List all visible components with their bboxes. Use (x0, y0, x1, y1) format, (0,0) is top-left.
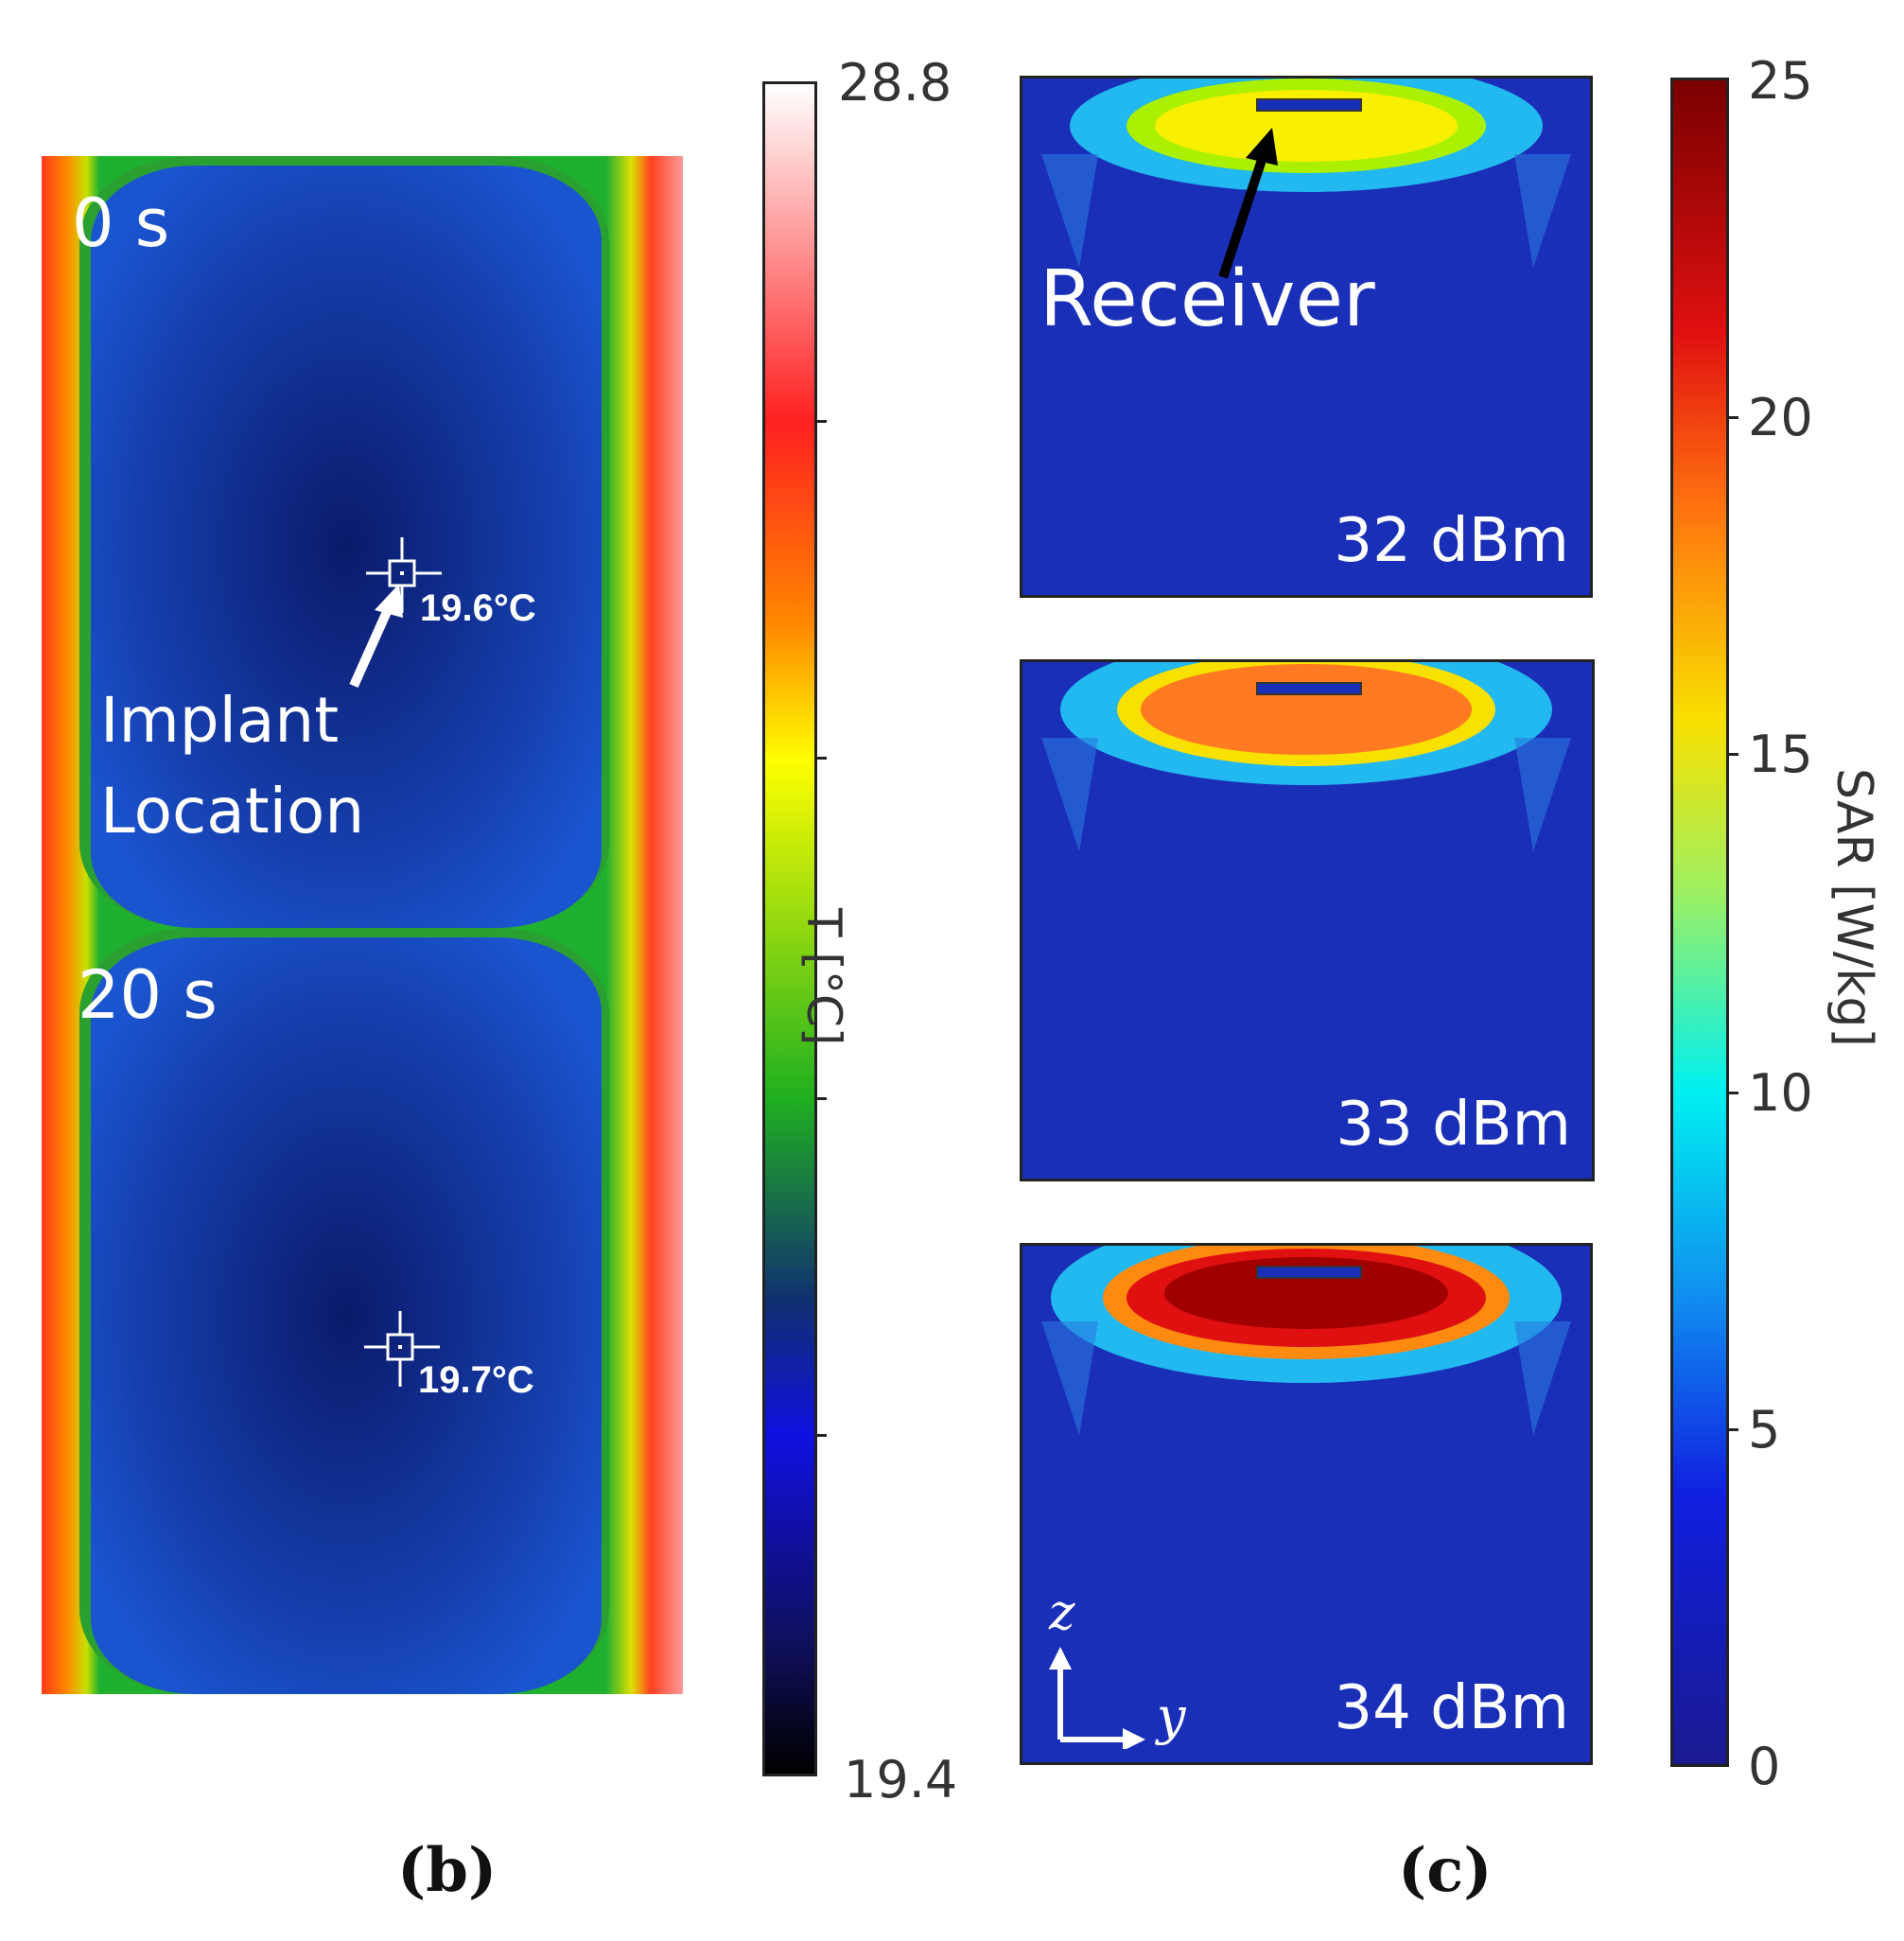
temperature-readout-20s: 19.7°C (418, 1359, 534, 1401)
colorbar-tick (1729, 416, 1738, 419)
panel-label-b: (b) (397, 1835, 498, 1906)
thermal-image-0s (42, 156, 683, 928)
sar-tick-5: 5 (1748, 1400, 1781, 1460)
sar-map-34dbm: z y 34 dBm (1020, 1243, 1593, 1765)
temperature-colorbar-label: T [°C] (796, 908, 851, 1046)
sar-colorbar (1670, 78, 1729, 1767)
sar-map-33dbm: 33 dBm (1020, 659, 1595, 1181)
temperature-max: 28.8 (838, 53, 952, 113)
thermal-frame-20s: 20 s 19.7°C (42, 928, 683, 1694)
crosshair-icon (364, 1311, 440, 1387)
colorbar-tick (1729, 1092, 1738, 1094)
thermal-frame-0s: 0 s 19.6°C Implant Location (42, 156, 683, 928)
implant-label-line1: Implant (100, 684, 340, 757)
time-label-0s: 0 s (72, 184, 170, 262)
time-label-20s: 20 s (78, 956, 218, 1034)
temperature-min: 19.4 (844, 1750, 958, 1810)
sar-map-32dbm: Receiver 32 dBm (1020, 76, 1593, 598)
temperature-readout-0s: 19.6°C (420, 587, 536, 629)
colorbar-tick (817, 1434, 827, 1437)
sar-tick-0: 0 (1748, 1737, 1781, 1796)
sar-tick-10: 10 (1748, 1063, 1813, 1123)
sar-tick-15: 15 (1748, 725, 1813, 784)
temperature-colorbar (762, 81, 817, 1776)
sar-heatmap (1041, 662, 1571, 851)
axis-z-label: z (1049, 1584, 1075, 1641)
arrow-icon (1218, 128, 1278, 279)
sar-tick-20: 20 (1748, 388, 1813, 447)
sar-tick-25: 25 (1748, 51, 1813, 111)
power-label-32dbm: 32 dBm (1334, 506, 1569, 576)
power-label-34dbm: 34 dBm (1334, 1673, 1569, 1743)
panel-label-c: (c) (1398, 1835, 1493, 1906)
axis-y-label: y (1157, 1687, 1186, 1746)
thermal-image-20s (42, 928, 683, 1694)
colorbar-tick (817, 757, 827, 760)
colorbar-tick (1729, 1428, 1738, 1431)
colorbar-tick (817, 1097, 827, 1100)
power-label-33dbm: 33 dBm (1336, 1090, 1571, 1160)
arrow-icon (349, 584, 403, 689)
implant-label-line2: Location (100, 775, 365, 848)
sar-heatmap (1041, 79, 1571, 268)
colorbar-tick (1729, 753, 1738, 756)
axes-icon (1049, 1647, 1145, 1749)
crosshair-icon (366, 537, 442, 613)
sar-heatmap (1041, 1246, 1571, 1435)
colorbar-tick (817, 420, 827, 423)
receiver-label: Receiver (1039, 254, 1375, 344)
sar-colorbar-label: SAR [W/kg] (1825, 768, 1882, 1047)
